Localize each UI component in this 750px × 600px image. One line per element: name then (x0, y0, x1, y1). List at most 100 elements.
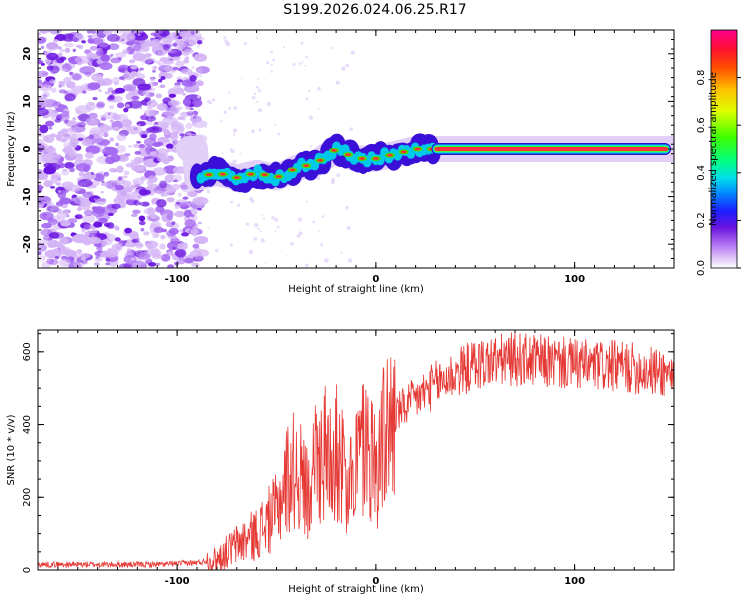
noise-blob (72, 37, 79, 43)
noise-blob (38, 82, 42, 86)
noise-blob (156, 48, 167, 57)
noise-blob (345, 63, 350, 68)
noise-blob (55, 182, 61, 186)
noise-blob (71, 232, 76, 236)
noise-blob (124, 153, 131, 157)
noise-blob (190, 31, 195, 35)
noise-blob (146, 83, 151, 87)
noise-blob (189, 107, 194, 111)
noise-blob (317, 229, 320, 232)
noise-blob (157, 154, 167, 163)
noise-blob (57, 189, 62, 193)
noise-blob (87, 82, 101, 90)
noise-blob (122, 49, 130, 54)
noise-blob (274, 123, 277, 126)
noise-blob (297, 217, 302, 222)
noise-blob (38, 255, 46, 261)
noise-blob (49, 30, 62, 35)
noise-blob (98, 88, 102, 93)
noise-blob (237, 203, 241, 207)
noise-blob (196, 40, 203, 45)
noise-blob (116, 165, 124, 173)
noise-blob (274, 230, 277, 233)
noise-blob (85, 145, 101, 154)
noise-blob (76, 207, 82, 211)
noise-blob (232, 128, 238, 133)
noise-blob (197, 207, 202, 211)
ridge-blob (289, 168, 296, 172)
noise-blob (59, 237, 69, 245)
noise-blob (99, 80, 107, 86)
noise-blob (324, 258, 329, 263)
colorbar-tick-label: 0.0 (696, 260, 707, 276)
noise-blob (215, 249, 219, 253)
noise-blob (116, 133, 127, 142)
noise-blob (220, 120, 223, 123)
y-tick-label: 200 (22, 488, 33, 507)
noise-blob (182, 93, 187, 96)
noise-blob (129, 59, 136, 64)
noise-blob (83, 223, 91, 231)
noise-blob (65, 81, 76, 89)
noise-blob (144, 240, 159, 249)
noise-blob (272, 58, 276, 62)
noise-blob (68, 143, 75, 149)
noise-blob (139, 221, 146, 226)
noise-blob (111, 30, 125, 34)
noise-blob (43, 201, 46, 204)
noise-blob (146, 100, 158, 108)
noise-blob (233, 106, 237, 110)
noise-blob (126, 125, 143, 134)
noise-blob (98, 148, 106, 153)
noise-blob (211, 98, 216, 102)
noise-blob (85, 101, 96, 111)
noise-blob (251, 129, 255, 134)
noise-blob (114, 184, 124, 191)
snr-y-axis: 0 200 400 600 (22, 333, 674, 573)
noise-blob (137, 33, 141, 36)
noise-blob (106, 222, 115, 229)
noise-blob (167, 100, 181, 107)
noise-blob (152, 167, 167, 176)
noise-blob (317, 107, 320, 110)
noise-blob (177, 67, 183, 72)
noise-blob (181, 232, 189, 237)
noise-blob (305, 55, 308, 59)
noise-blob (114, 87, 126, 94)
x-tick-label: 0 (372, 274, 379, 285)
noise-blob (40, 45, 45, 50)
noise-blob (64, 48, 70, 53)
noise-blob (48, 202, 55, 207)
noise-blob (168, 32, 179, 41)
noise-blob (139, 67, 144, 71)
noise-blob (251, 96, 256, 100)
ridge-blob (331, 149, 338, 152)
noise-blob (143, 208, 157, 215)
noise-blob (174, 210, 186, 218)
ridge-blob (247, 172, 254, 176)
noise-blob (85, 117, 97, 125)
noise-blob (224, 39, 228, 44)
colorbar-tick-label: 0.4 (696, 165, 707, 181)
noise-blob (81, 40, 86, 44)
noise-blob (147, 175, 158, 184)
noise-blob (330, 180, 335, 185)
noise-blob (43, 180, 53, 188)
noise-blob (304, 64, 307, 67)
noise-blob (139, 106, 143, 110)
noise-blob (136, 141, 142, 144)
noise-blob (106, 33, 120, 42)
noise-blob (73, 260, 84, 268)
noise-blob (38, 154, 53, 164)
colorbar-label: Normalized spectral amplitude (708, 72, 719, 226)
noise-blob (66, 214, 70, 218)
noise-blob (133, 143, 140, 148)
noise-blob (131, 100, 139, 105)
noise-blob (50, 186, 56, 189)
noise-blob (157, 148, 169, 157)
ridge-blob (345, 153, 352, 157)
noise-blob (168, 157, 174, 161)
noise-blob (59, 197, 72, 205)
noise-blob (134, 151, 142, 155)
noise-blob (50, 87, 57, 93)
